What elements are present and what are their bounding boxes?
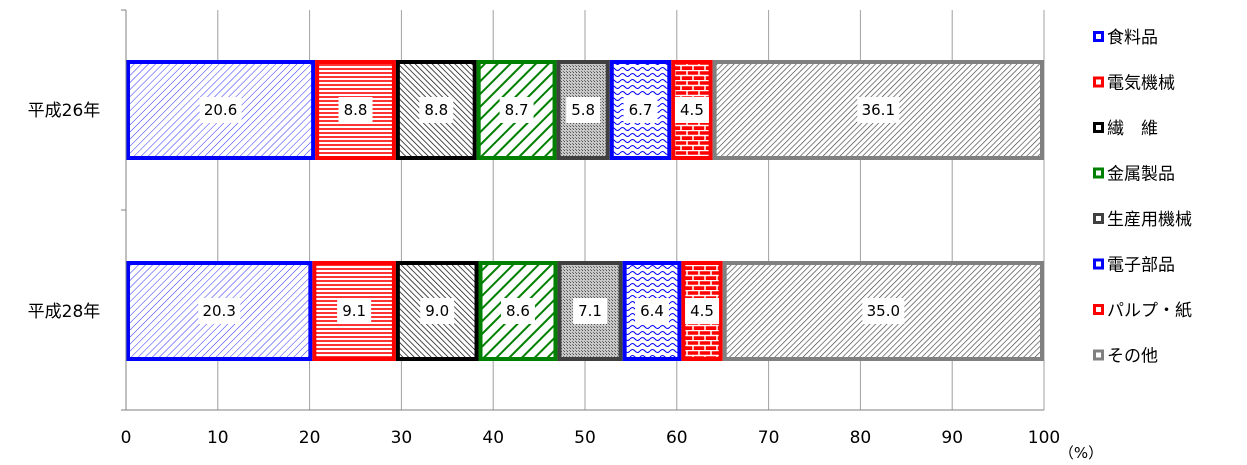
data-label-box [338,97,373,123]
legend-swatch-inner [1096,125,1101,130]
data-labels: 20.6 8.8 8.8 8.7 5.8 6.7 4.5 36.1 20.3 9.1 9.0 8.6 7… [198,97,905,324]
unit-label: （%） [1059,444,1103,462]
legend-swatch-inner [1096,34,1101,39]
data-label: 5.8 [571,101,595,119]
data-label: 6.4 [640,302,664,320]
category-label: 平成26年 [28,101,101,121]
data-label: 8.8 [344,101,368,119]
data-label: 35.0 [867,302,900,320]
x-tick-label: 80 [850,428,872,448]
data-label-box [685,298,720,324]
data-label-box [573,298,608,324]
data-label-box [635,298,670,324]
data-label-box [420,298,455,324]
legend-swatch-inner [1096,216,1101,221]
legend-label: 電気機械 [1107,74,1175,94]
category-label: 平成28年 [28,302,101,322]
data-label-box [199,97,242,123]
x-tick-label: 60 [666,428,688,448]
legend-label: 生産用機械 [1107,210,1192,230]
data-label: 4.5 [680,101,704,119]
legend-swatch-inner [1096,170,1101,176]
bar-segments [126,60,1044,361]
legend-label: 繊 維 [1107,119,1158,139]
data-label-box [566,97,601,123]
legend-label: 電子部品 [1107,256,1175,276]
data-label: 8.8 [424,101,448,119]
legend-label: パルプ・紙 [1107,301,1192,321]
legend-label: 食料品 [1107,28,1158,48]
data-label: 9.0 [425,302,449,320]
data-label: 36.1 [862,101,895,119]
x-tick-label: 20 [299,428,321,448]
data-label-box [419,97,454,123]
data-label: 9.1 [342,302,366,320]
legend-label: その他 [1107,347,1158,367]
legend-swatch-inner [1096,307,1101,312]
legend-label: 金属製品 [1107,165,1175,185]
data-label-box [623,97,658,123]
data-label: 6.7 [629,101,653,119]
x-tick-label: 70 [758,428,780,448]
legend-swatch-inner [1096,79,1101,85]
data-label: 8.7 [505,101,529,119]
data-label: 20.6 [204,101,237,119]
data-label: 4.5 [690,302,714,320]
data-label-box [499,97,534,123]
legend-swatch-inner [1096,261,1101,267]
legend-swatch-inner [1096,352,1101,358]
data-label-box [500,298,535,324]
x-tick-label: 100 [1028,428,1060,448]
data-label-box [674,97,709,123]
x-axis: 0 10 20 30 40 50 60 70 80 90 100 [121,9,1060,448]
x-tick-label: 90 [941,428,963,448]
x-tick-label: 10 [207,428,229,448]
data-label-box [198,298,241,324]
x-tick-label: 30 [391,428,413,448]
data-label-box [337,298,372,324]
x-tick-label: 50 [574,428,596,448]
x-tick-label: 40 [482,428,504,448]
x-tick-label: 0 [121,428,132,448]
data-label: 7.1 [578,302,602,320]
data-label-box [857,97,900,123]
data-label: 8.6 [506,302,530,320]
data-label: 20.3 [202,302,235,320]
data-label-box [862,298,905,324]
